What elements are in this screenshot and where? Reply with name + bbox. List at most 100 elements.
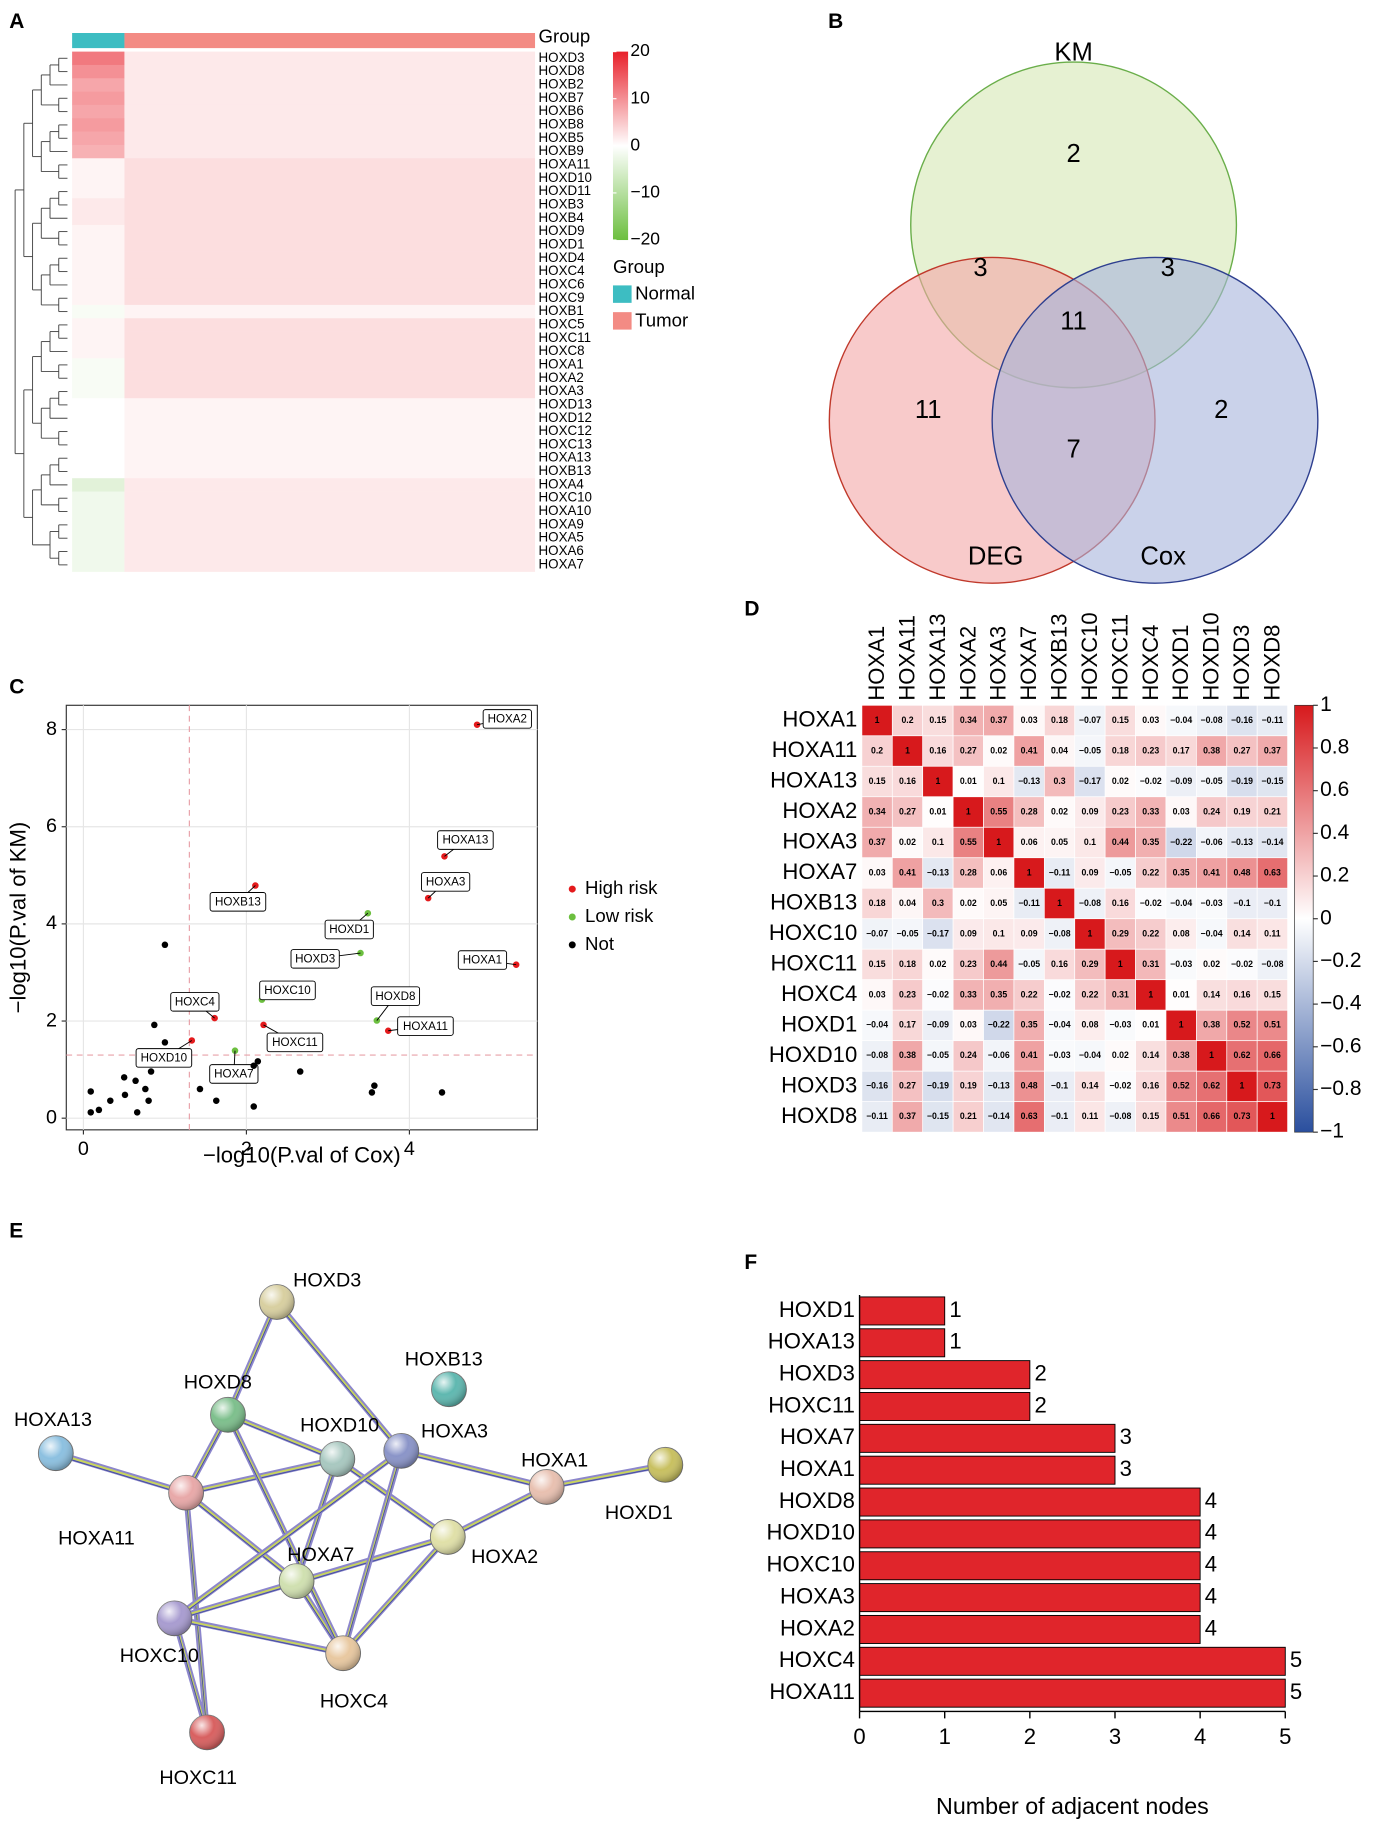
heatmap-cell [72,398,125,412]
row-label: HOXA7 [539,556,584,571]
heatmap-cell [124,438,536,452]
point-label: HOXD3 [295,953,335,966]
corr-value-label: −0.08 [1261,959,1283,969]
y-tick-label: 2 [46,1009,57,1031]
corr-value-label: 1 [935,776,940,786]
heatmap-cell [124,411,536,426]
corr-value-label: 0.51 [1173,1111,1190,1121]
point-label: HOXA1 [463,954,502,967]
row-label: HOXD9 [539,223,585,238]
point-label: HOXD1 [329,923,369,936]
corr-cell [1074,765,1106,798]
x-tick-label: 5 [1279,1724,1291,1749]
region-count: 11 [1060,307,1087,335]
corr-cell [983,826,1015,859]
point [260,1021,267,1029]
corr-cell [1196,1009,1228,1042]
corr-value-label: 0.41 [1021,1050,1038,1060]
corr-value-label: 0.15 [929,715,946,725]
corr-cell [1074,826,1106,859]
row-label: HOXB6 [539,103,584,118]
value-label: 4 [1205,1552,1217,1577]
corr-cell [861,1070,893,1103]
corr-value-label: −0.05 [1018,959,1040,969]
corr-cell [1104,887,1136,920]
edge [337,1460,449,1540]
corr-value-label: 0.52 [1173,1081,1190,1091]
category-label: HOXA2 [780,1615,855,1640]
corr-value-label: −0.04 [1170,898,1192,908]
bar [859,1360,1031,1390]
heatmap-cell [72,371,125,386]
category-label: HOXA11 [769,1679,855,1704]
bar [859,1646,1286,1676]
point [161,1039,169,1046]
bar [859,1614,1201,1644]
node-shine [647,1447,683,1483]
column-label: HOXA7 [1016,626,1041,701]
corr-cell [1013,918,1045,950]
node-shine [38,1435,74,1471]
point [151,1021,158,1029]
point [357,949,364,957]
corr-cell [1226,1009,1258,1042]
colorbar-tick-label: −10 [630,182,660,202]
colorbar-tick-label: −0.8 [1320,1077,1361,1100]
network-e: HOXD3 HOXD8 HOXB13 HOXA13 HOXD10 HOXA3 HOXA1 HO… [14,1269,684,1789]
x-tick-label: 4 [1194,1724,1206,1749]
corr-value-label: 0.2 [871,745,883,755]
corr-value-label: 0.55 [990,806,1007,816]
corr-value-label: 0.38 [1173,1050,1190,1060]
edge [401,1449,547,1488]
corr-cell [1135,918,1167,950]
point [250,1103,258,1110]
point [87,1088,95,1095]
corr-value-label: 0.03 [1173,806,1190,816]
row-label: HOXB1 [539,303,584,318]
category-label: HOXD3 [779,1360,855,1385]
corr-cell [1135,1101,1167,1133]
corr-value-label: 0.01 [929,806,946,816]
point-label: HOXD8 [375,990,415,1003]
corr-value-label: 0.17 [1173,745,1190,755]
corr-cell [922,1040,954,1072]
row-label: HOXA9 [539,516,584,531]
corr-value-label: 0.37 [899,1111,916,1121]
corr-value-label: 0.09 [1081,867,1098,877]
corr-cell [1165,765,1197,798]
corr-cell [1165,1009,1197,1042]
heatmap-cell [124,424,536,439]
corr-value-label: −0.03 [1201,898,1223,908]
category-label: HOXA13 [768,1329,855,1354]
heatmap-cell [72,104,125,119]
edge [174,1620,208,1735]
corr-cell [1226,735,1258,767]
legend-label: Normal [635,283,695,304]
corr-cell [861,887,893,920]
corr-cell [1226,857,1258,889]
heatmap-cell [72,171,125,186]
heatmap-cell [72,251,125,266]
corr-cell [891,765,924,798]
heatmap-cell [72,344,125,359]
corr-value-label: 0.41 [1203,867,1220,877]
heatmap-cell [124,51,536,66]
corr-value-label: 1 [1270,1111,1275,1121]
corr-cell [861,918,893,950]
corr-value-label: 0.1 [993,776,1005,786]
bar [859,1296,946,1326]
corr-value-label: −0.06 [988,1050,1010,1060]
corr-cell [1013,704,1045,737]
corr-value-label: −0.03 [1049,1050,1071,1060]
edge [342,1536,449,1654]
value-label: 4 [1205,1615,1217,1640]
corr-cell [1104,826,1136,859]
corr-value-label: 0.18 [869,898,886,908]
heatmap-cell [124,91,536,106]
label-box [457,950,508,970]
row-label: HOXD10 [769,1042,857,1067]
corr-value-label: 0.24 [960,1050,977,1060]
row-label: HOXB5 [539,130,584,145]
corr-cell [1196,735,1228,767]
colorbar-tick-label: −0.6 [1320,1034,1361,1057]
